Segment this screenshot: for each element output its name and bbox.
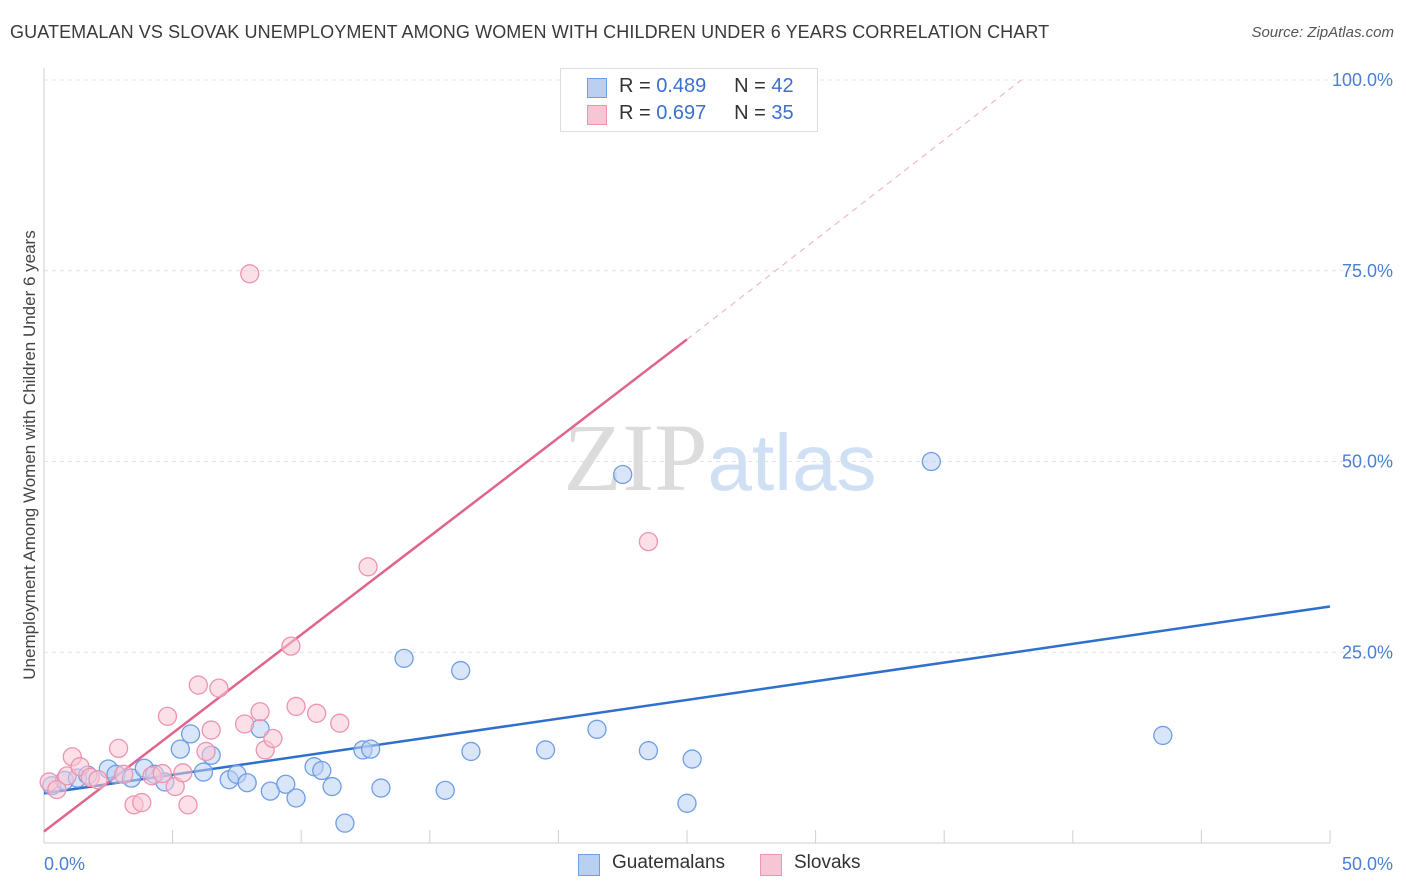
watermark-zip: ZIP (564, 404, 708, 511)
legend-swatch-guatemalans (587, 78, 607, 98)
bottom-legend-swatch-guatemalans (578, 854, 600, 876)
point-slovaks (638, 531, 659, 552)
point-guatemalans (587, 719, 607, 739)
tick-labels: 25.0% 50.0% 75.0% 100.0% 0.0% 50.0% (44, 70, 1393, 874)
point-guatemalans (677, 793, 697, 813)
point-guatemalans (535, 740, 556, 760)
point-slovaks (281, 636, 301, 656)
legend-r-value: 0.489 (656, 75, 707, 97)
x-tick-label-max: 50.0% (1342, 854, 1393, 874)
point-slovaks (358, 557, 378, 577)
point-slovaks (196, 741, 216, 762)
legend-r-label: R = (619, 102, 651, 124)
correlation-legend: R = 0.489 N = 42 R = 0.697 N = 35 (560, 68, 818, 132)
point-guatemalans (180, 724, 201, 744)
bottom-legend-label-guatemalans: Guatemalans (612, 852, 726, 873)
point-slovaks (234, 714, 255, 734)
point-slovaks (263, 728, 283, 749)
point-guatemalans (682, 749, 702, 769)
watermark-atlas: atlas (708, 418, 877, 507)
point-guatemalans (360, 739, 381, 759)
watermark: ZIPatlas (564, 404, 877, 511)
point-guatemalans (451, 660, 471, 681)
point-slovaks (306, 703, 327, 723)
data-points (39, 70, 1173, 833)
y-tick-label: 100.0% (1332, 70, 1393, 90)
legend-r-label: R = (619, 75, 651, 97)
bottom-legend-label-slovaks: Slovaks (794, 852, 861, 873)
point-slovaks (178, 795, 198, 815)
legend-n-label: N = (734, 102, 766, 124)
point-guatemalans (461, 741, 481, 762)
point-slovaks (47, 779, 67, 800)
point-slovaks (157, 706, 178, 726)
point-slovaks (173, 763, 193, 783)
trend-line-guatemalans (43, 605, 1331, 795)
point-slovaks (114, 764, 134, 784)
point-guatemalans (276, 774, 296, 794)
point-guatemalans (1153, 725, 1173, 746)
point-slovaks (188, 675, 208, 695)
point-slovaks (132, 792, 152, 813)
point-guatemalans (638, 741, 659, 761)
grid-lines (44, 79, 1366, 653)
x-tick-label-min: 0.0% (44, 854, 85, 874)
point-slovaks (201, 720, 221, 740)
point-slovaks (209, 678, 229, 698)
legend-n-value: 42 (771, 75, 794, 97)
y-tick-label: 75.0% (1342, 261, 1393, 281)
trend-lines (43, 79, 1331, 833)
legend-swatch-slovaks (587, 105, 607, 125)
axes (43, 68, 1331, 844)
legend-r-value: 0.697 (656, 102, 707, 124)
point-slovaks (108, 738, 129, 759)
point-guatemalans (237, 773, 257, 793)
point-guatemalans (193, 762, 214, 782)
point-guatemalans (335, 813, 355, 833)
point-guatemalans (312, 760, 332, 781)
trend-line-slovaks (43, 338, 688, 833)
point-slovaks (250, 702, 270, 722)
y-tick-label: 25.0% (1342, 642, 1393, 662)
bottom-legend-swatch-slovaks (760, 854, 782, 876)
point-slovaks (88, 770, 108, 790)
point-guatemalans (921, 451, 941, 472)
point-guatemalans (371, 778, 391, 798)
legend-n-value: 35 (771, 102, 794, 124)
point-slovaks (152, 763, 172, 784)
point-guatemalans (613, 464, 633, 485)
point-slovaks (286, 696, 306, 717)
point-guatemalans (286, 788, 306, 808)
trend-extension-slovaks (686, 79, 1022, 340)
point-guatemalans (394, 648, 414, 669)
point-guatemalans (435, 780, 455, 801)
chart-title: GUATEMALAN VS SLOVAK UNEMPLOYMENT AMONG … (10, 22, 1050, 42)
legend-n-label: N = (734, 75, 766, 97)
point-guatemalans (322, 776, 342, 797)
point-slovaks (240, 264, 260, 284)
point-slovaks (330, 713, 350, 733)
source-label: Source: ZipAtlas.com (1251, 24, 1394, 41)
y-tick-label: 50.0% (1342, 452, 1393, 472)
point-guatemalans (170, 739, 190, 759)
